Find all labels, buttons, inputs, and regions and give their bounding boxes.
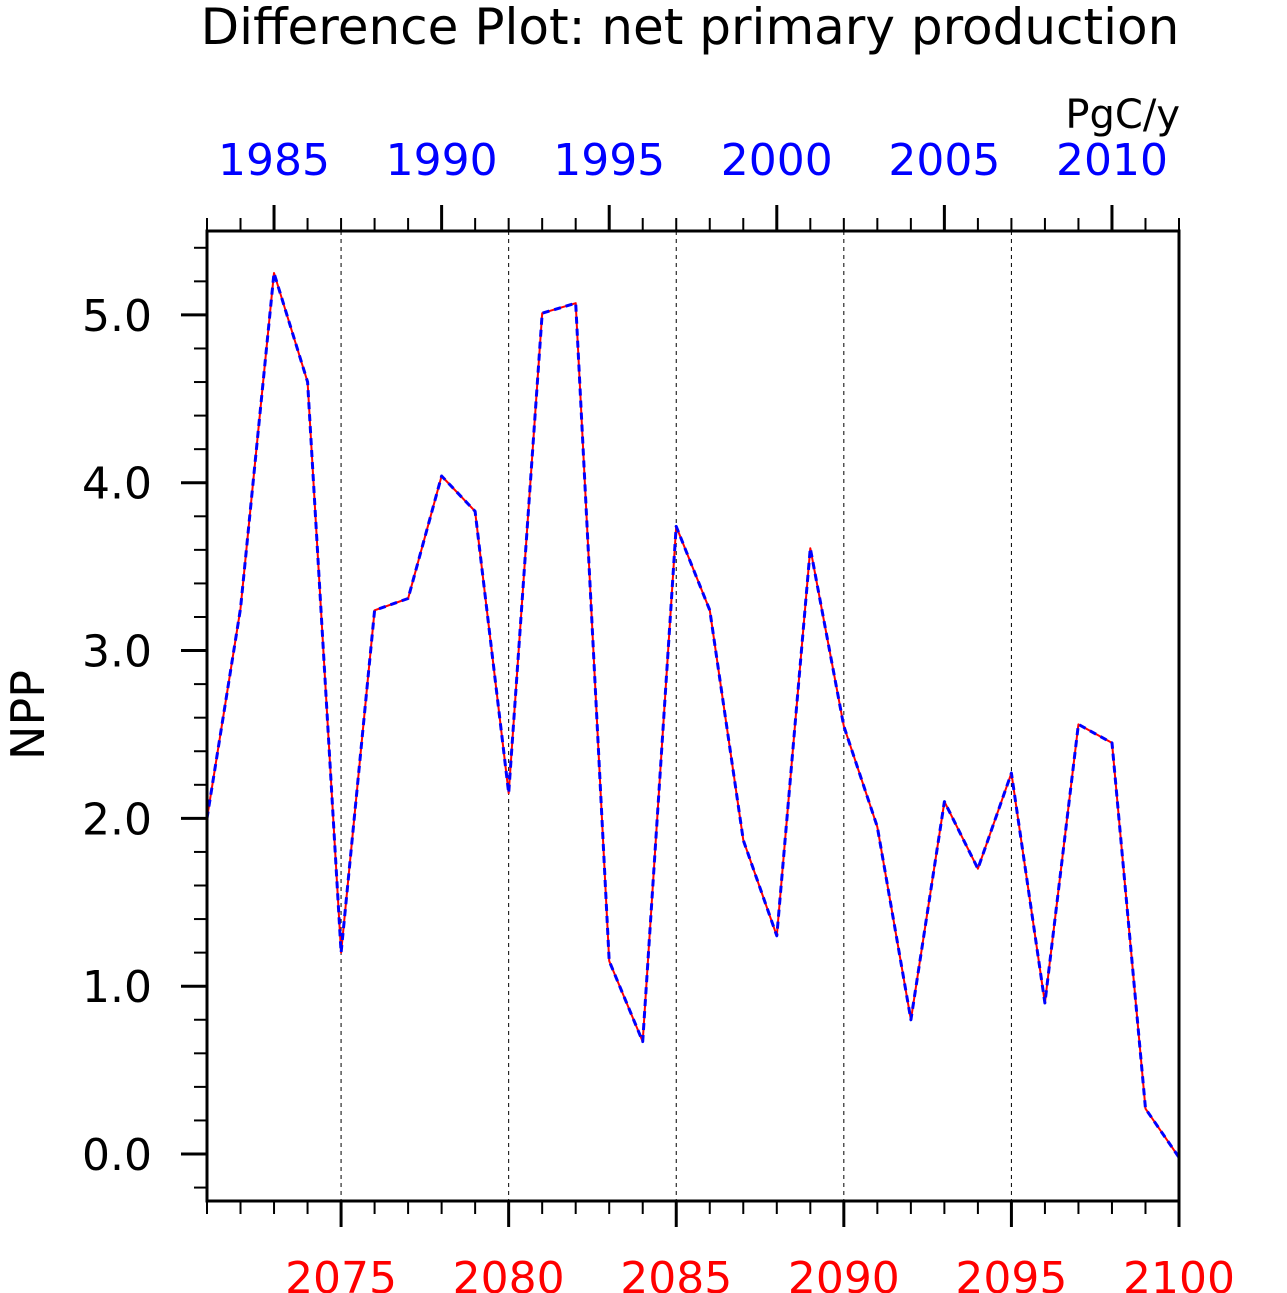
data-series bbox=[205, 271, 1181, 1159]
x-bottom-tick-label: 2075 bbox=[285, 1253, 397, 1293]
series-line-0 bbox=[206, 272, 1180, 1158]
chart-title: Difference Plot: net primary production bbox=[201, 0, 1180, 56]
y-tick-label: 4.0 bbox=[82, 459, 152, 510]
y-tick-label: 3.0 bbox=[82, 627, 152, 678]
y-tick-label: 2.0 bbox=[82, 794, 152, 845]
x-bottom-tick-label: 2090 bbox=[788, 1253, 900, 1293]
x-bottom-tick-label: 2080 bbox=[453, 1253, 565, 1293]
y-tick-label: 0.0 bbox=[82, 1130, 152, 1181]
tick-labels: 2075 2080 2085 2090 2095 2100 1985 1990 1995 2000… bbox=[82, 135, 1235, 1293]
x-bottom-tick-label: 2095 bbox=[955, 1253, 1067, 1293]
y-tick-label: 1.0 bbox=[82, 962, 152, 1013]
series-line-dashed-0 bbox=[205, 271, 1181, 1159]
x-top-tick-label: 2000 bbox=[721, 135, 833, 186]
x-bottom-tick-label: 2100 bbox=[1123, 1253, 1235, 1293]
x-top-tick-label: 1995 bbox=[553, 135, 665, 186]
axis-ticks bbox=[181, 205, 1181, 1227]
plot-frame bbox=[205, 229, 1181, 1203]
vertical-gridlines bbox=[340, 231, 1012, 1201]
x-top-tick-label: 1990 bbox=[386, 135, 498, 186]
x-bottom-tick-label: 2085 bbox=[620, 1253, 732, 1293]
y-axis-label: NPP bbox=[1, 670, 55, 760]
units-label: PgC/y bbox=[1065, 92, 1180, 138]
x-top-tick-label: 1985 bbox=[218, 135, 330, 186]
x-top-tick-label: 2010 bbox=[1056, 135, 1168, 186]
x-top-tick-label: 2005 bbox=[888, 135, 1000, 186]
y-tick-label: 5.0 bbox=[82, 291, 152, 342]
